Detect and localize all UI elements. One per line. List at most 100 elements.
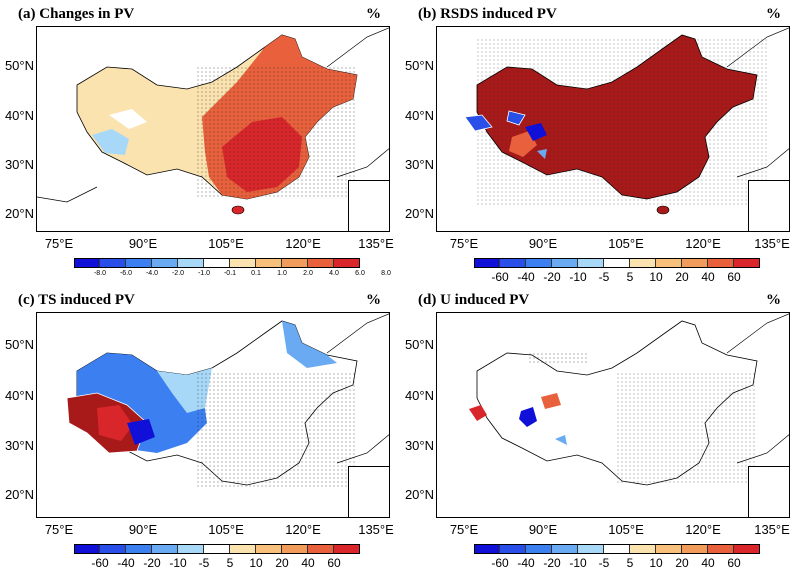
colorbar-segment (526, 258, 552, 268)
map-china (36, 312, 390, 518)
colorbar-segment (630, 258, 656, 268)
colorbar-tick-label: 0.1 (251, 270, 261, 277)
lon-label: 120°E (285, 236, 321, 251)
colorbar-segment (682, 544, 708, 554)
colorbar-tick-label: -5 (598, 556, 610, 570)
map-graphic (37, 27, 389, 215)
colorbar-tick-label: 5 (226, 556, 234, 570)
colorbar-segment (334, 258, 360, 268)
colorbar-segment (100, 544, 126, 554)
colorbar-tick-label: -5 (598, 270, 610, 284)
colorbar-segment (308, 258, 334, 268)
lat-label: 20°N (404, 487, 434, 502)
lon-label: 90°E (128, 522, 158, 537)
map-graphic (66, 313, 389, 488)
colorbar-tick-label: 60 (727, 270, 741, 284)
lon-label: 90°E (528, 236, 558, 251)
colorbar-segment (152, 258, 178, 268)
colorbar-tick-label: 20 (675, 556, 689, 570)
colorbar-tick-label: -40 (517, 556, 535, 570)
colorbar-segment (230, 258, 256, 268)
lon-label: 90°E (128, 236, 158, 251)
colorbar-tick-label: 10 (649, 270, 663, 284)
colorbar-tick-label: 10 (649, 556, 663, 570)
lat-label: 30°N (404, 157, 434, 172)
colorbar-segment (604, 544, 630, 554)
lon-label: 135°E (754, 236, 790, 251)
colorbar-tick-label: 60 (327, 556, 341, 570)
colorbar-segment (578, 258, 604, 268)
colorbar-segment (552, 544, 578, 554)
lat-label: 20°N (4, 487, 34, 502)
panel-d: (d) U induced PV % 50°N 40°N 30°N 20°N 7… (400, 286, 799, 574)
colorbar-tick-label: -10 (569, 556, 587, 570)
colorbar-tick-label: 6.0 (355, 270, 365, 277)
lon-label: 90°E (528, 522, 558, 537)
lon-label: 75°E (44, 236, 74, 251)
colorbar-segment (500, 544, 526, 554)
colorbar-segment (656, 544, 682, 554)
colorbar-tick-label: -20 (543, 556, 561, 570)
map-graphic (469, 313, 789, 486)
panel-title: (d) U induced PV (418, 292, 530, 308)
lon-label: 75°E (44, 522, 74, 537)
colorbar-tick-label: 40 (701, 556, 715, 570)
colorbar-segment (474, 258, 500, 268)
lon-label: 120°E (685, 236, 721, 251)
colorbar-tick-label: -40 (117, 556, 135, 570)
lat-label: 20°N (404, 206, 434, 221)
lon-label: 105°E (608, 236, 644, 251)
colorbar-tick-label: -60 (491, 556, 509, 570)
lat-label: 50°N (4, 58, 34, 73)
lat-label: 40°N (404, 388, 434, 403)
colorbar-segment (282, 258, 308, 268)
colorbar-tick-label: -2.0 (171, 270, 185, 277)
colorbar-segment (204, 544, 230, 554)
colorbar-segment (178, 544, 204, 554)
colorbar-segment (656, 258, 682, 268)
panel-b: (b) RSDS induced PV % 50°N 40°N 30°N 20°… (400, 0, 799, 288)
colorbar-segment (334, 544, 360, 554)
lat-label: 50°N (4, 337, 34, 352)
colorbar: -8.0 -6.0 -4.0 -2.0 -1.0 -0.1 0.1 1.0 2.0 4.0 6.0 8… (74, 258, 391, 277)
lon-label: 135°E (754, 522, 790, 537)
colorbar-tick-label: 2.0 (303, 270, 313, 277)
colorbar-tick-label: 10 (249, 556, 263, 570)
colorbar-tick-label: -20 (543, 270, 561, 284)
colorbar-tick-label: -4.0 (145, 270, 159, 277)
lon-label: 120°E (285, 522, 321, 537)
colorbar-tick-label: 5 (626, 556, 634, 570)
colorbar-segment (308, 544, 334, 554)
lat-label: 50°N (404, 337, 434, 352)
panel-unit: % (366, 292, 381, 308)
colorbar-segment (578, 544, 604, 554)
colorbar-tick-label: 20 (675, 270, 689, 284)
panel-unit: % (766, 292, 781, 308)
south-china-sea-inset (748, 180, 789, 231)
panel-unit: % (366, 6, 381, 22)
colorbar-segment (500, 258, 526, 268)
colorbar-segment (256, 258, 282, 268)
lat-label: 50°N (404, 58, 434, 73)
colorbar: -60 -40 -20 -10 -5 5 10 20 40 60 (474, 258, 760, 284)
colorbar-segment (100, 258, 126, 268)
colorbar-segment (256, 544, 282, 554)
colorbar-segment (734, 258, 760, 268)
colorbar-segment (682, 258, 708, 268)
lon-label: 105°E (208, 236, 244, 251)
colorbar-segment (282, 544, 308, 554)
lat-label: 20°N (4, 206, 34, 221)
colorbar-tick-label: -10 (569, 270, 587, 284)
lat-label: 40°N (404, 108, 434, 123)
lat-label: 30°N (4, 157, 34, 172)
colorbar-tick-label: -6.0 (119, 270, 133, 277)
panel-unit: % (766, 6, 781, 22)
colorbar-tick-label: 4.0 (329, 270, 339, 277)
colorbar-tick-label: -60 (491, 270, 509, 284)
lon-label: 120°E (685, 522, 721, 537)
colorbar-segment (474, 544, 500, 554)
colorbar-segment (178, 258, 204, 268)
lon-label: 135°E (358, 236, 394, 251)
colorbar: -60 -40 -20 -10 -5 5 10 20 40 60 (474, 544, 760, 570)
colorbar-tick-label: -10 (169, 556, 187, 570)
